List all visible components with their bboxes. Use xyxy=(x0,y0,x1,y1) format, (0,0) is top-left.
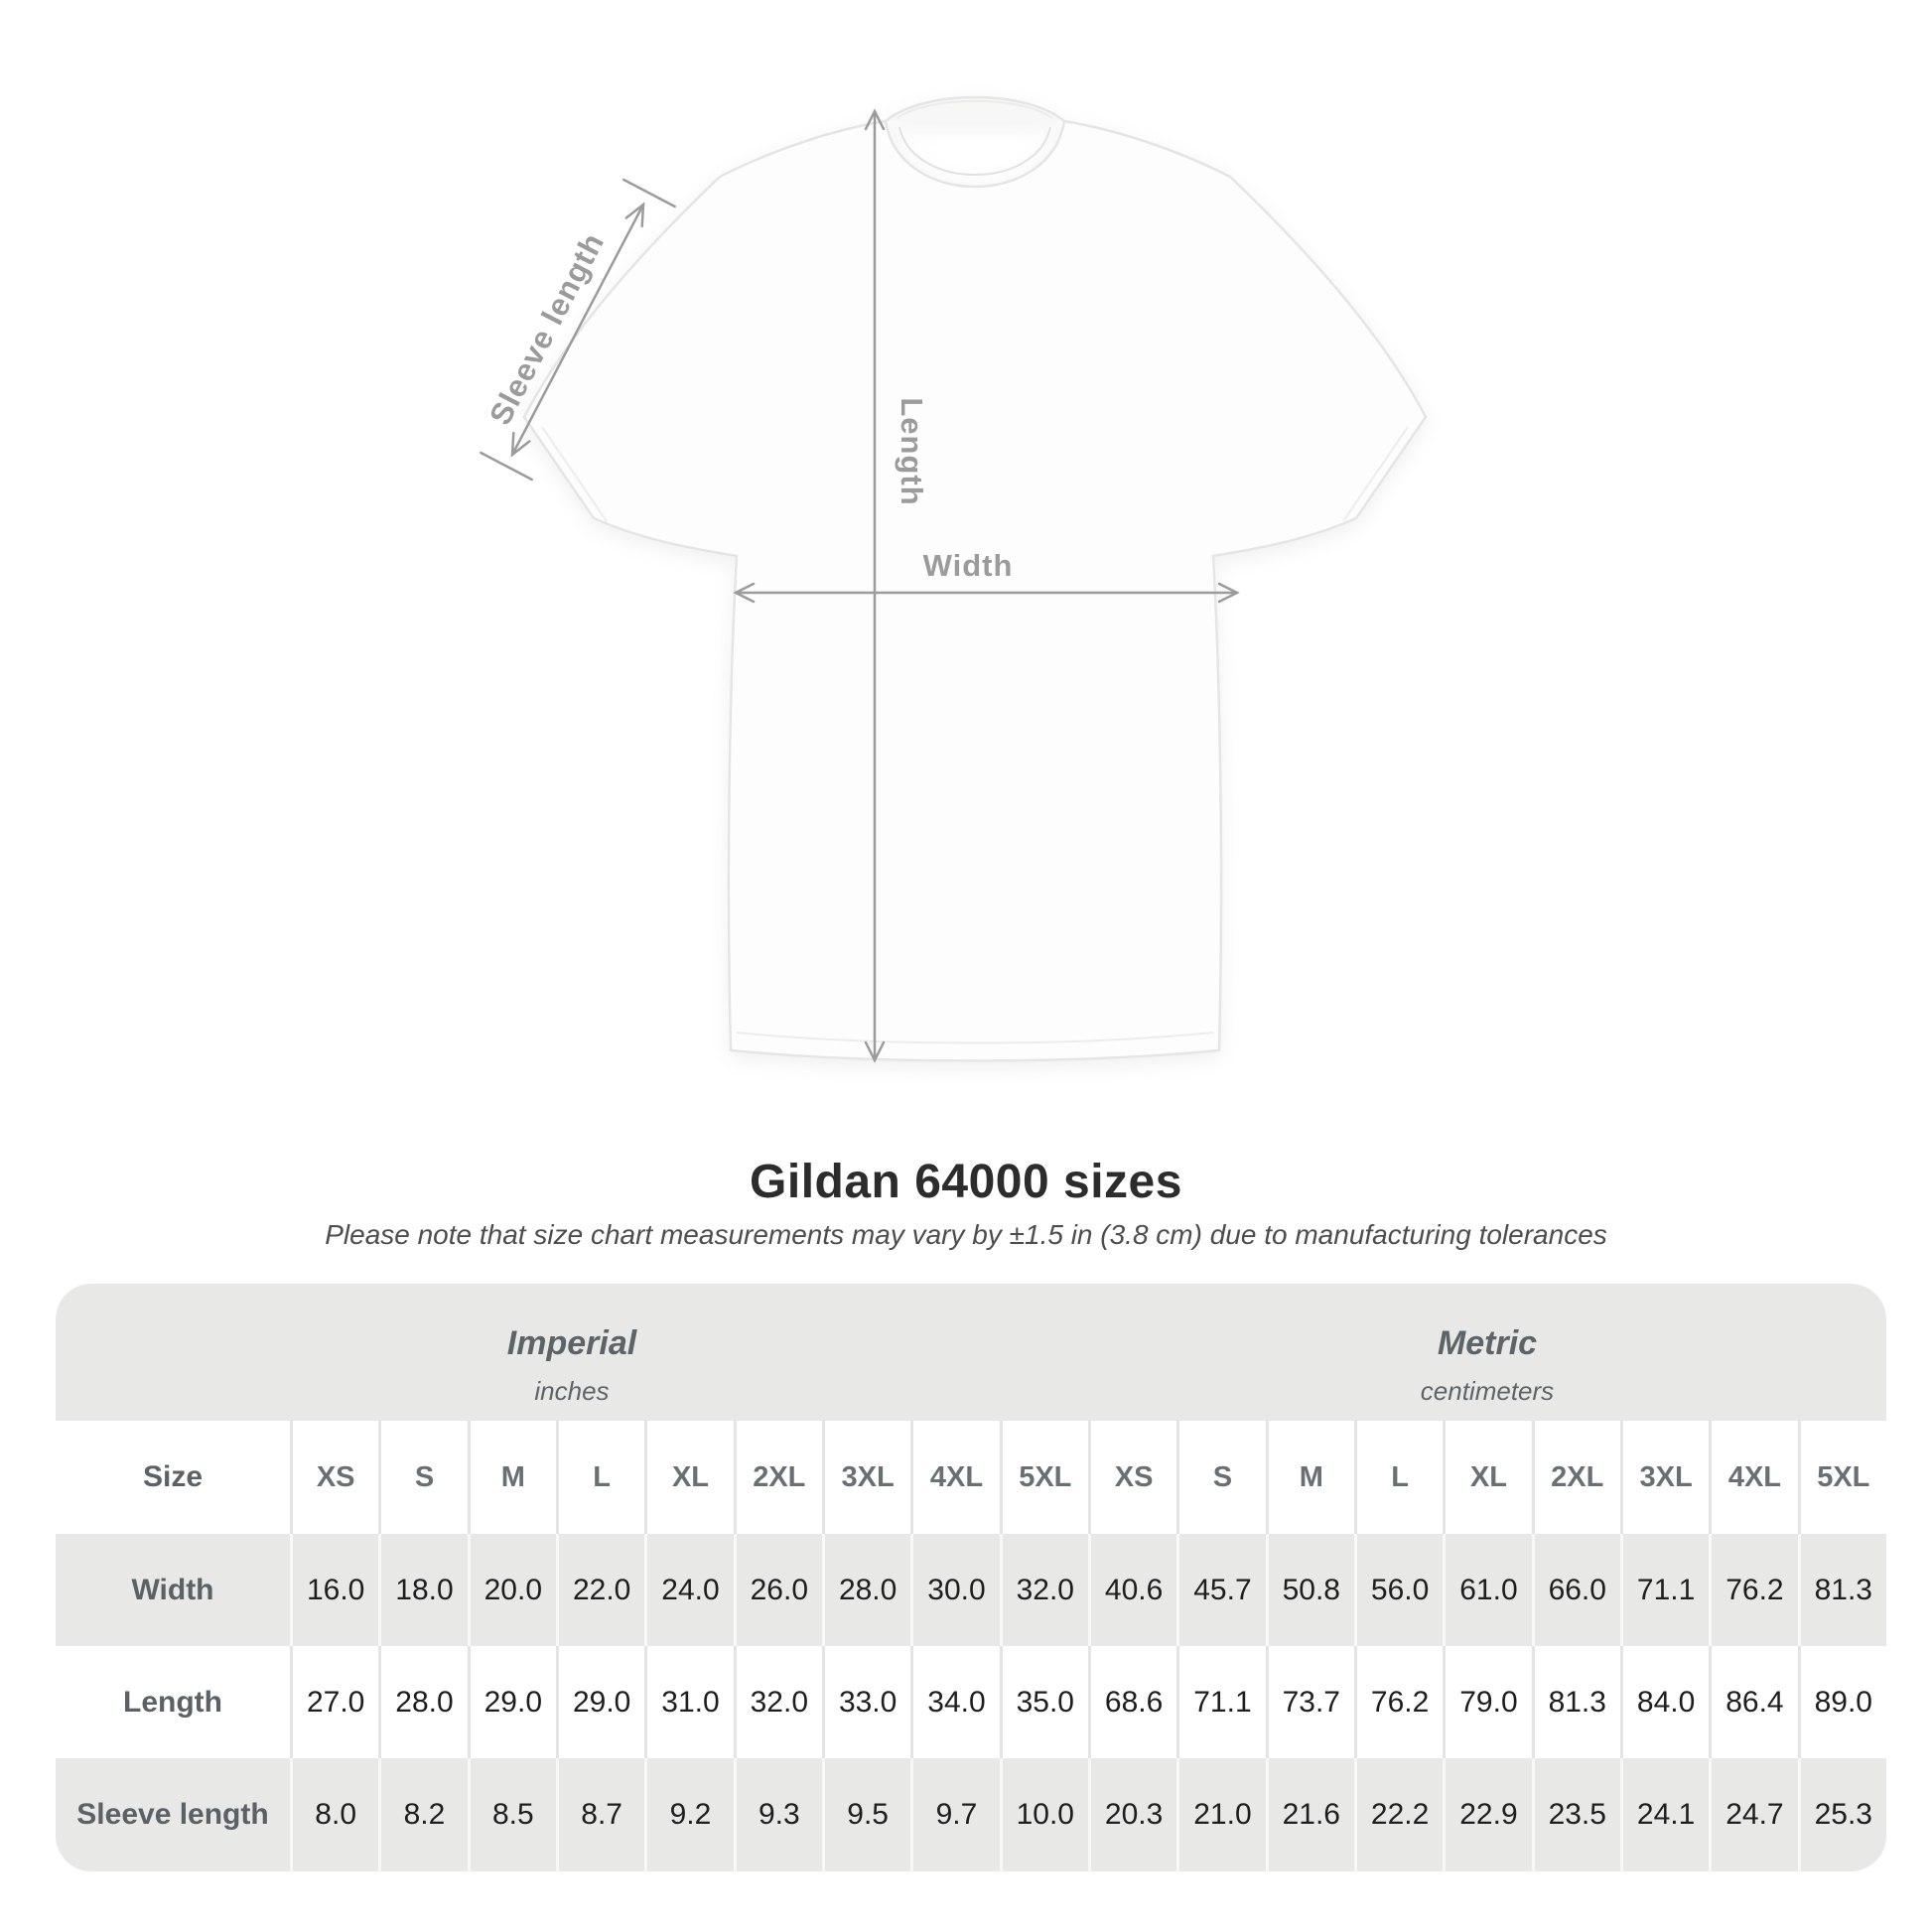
size-column-label: Size xyxy=(56,1421,290,1534)
sleeve-value-cell-17: 25.3 xyxy=(1797,1758,1886,1871)
sleeve-value-cell-4: 9.2 xyxy=(644,1758,734,1871)
size-header-cell-0: XS xyxy=(290,1421,379,1534)
width-label: Width xyxy=(923,548,1014,583)
sleeve-length-row: Sleeve length 8.0 8.2 8.5 8.7 9.2 9.3 9.5 9.7 10… xyxy=(56,1758,1886,1871)
width-arrow xyxy=(733,582,1240,604)
length-row: Length 27.0 28.0 29.0 29.0 31.0 32.0 33.0 34.0 3… xyxy=(56,1646,1886,1758)
metric-title: Metric xyxy=(1437,1324,1538,1362)
length-value-cell-13: 79.0 xyxy=(1443,1646,1532,1758)
size-header-cell-11: M xyxy=(1265,1421,1354,1534)
size-header-cell-5: 2XL xyxy=(733,1421,822,1534)
page-title: Gildan 64000 sizes xyxy=(750,1156,1182,1208)
measurement-annotations xyxy=(480,108,1240,1063)
width-value-cell-3: 22.0 xyxy=(555,1534,645,1646)
size-header-cell-15: 3XL xyxy=(1619,1421,1710,1534)
sleeve-value-cell-6: 9.5 xyxy=(821,1758,911,1871)
size-header-cell-10: S xyxy=(1176,1421,1266,1534)
size-header-cell-1: S xyxy=(378,1421,468,1534)
size-header-cell-17: 5XL xyxy=(1797,1421,1886,1534)
width-row: Width 16.0 18.0 20.0 22.0 24.0 26.0 28.0 30.0 32… xyxy=(56,1534,1886,1646)
imperial-title: Imperial xyxy=(506,1324,637,1362)
length-value-cell-2: 29.0 xyxy=(467,1646,556,1758)
width-value-cell-9: 40.6 xyxy=(1087,1534,1177,1646)
sleeve-length-arrow xyxy=(480,178,676,482)
length-value-cell-7: 34.0 xyxy=(910,1646,1000,1758)
sleeve-value-cell-1: 8.2 xyxy=(378,1758,468,1871)
sleeve-value-cell-13: 22.9 xyxy=(1443,1758,1532,1871)
length-value-cell-15: 84.0 xyxy=(1619,1646,1710,1758)
length-value-cell-9: 68.6 xyxy=(1087,1646,1177,1758)
sleeve-value-cell-5: 9.3 xyxy=(733,1758,822,1871)
sleeve-value-cell-3: 8.7 xyxy=(555,1758,645,1871)
sleeve-value-cell-16: 24.7 xyxy=(1709,1758,1798,1871)
length-value-cell-6: 33.0 xyxy=(821,1646,911,1758)
length-value-cell-16: 86.4 xyxy=(1709,1646,1798,1758)
length-value-cell-0: 27.0 xyxy=(290,1646,379,1758)
length-value-cell-4: 31.0 xyxy=(644,1646,734,1758)
sleeve-value-cell-11: 21.6 xyxy=(1265,1758,1354,1871)
imperial-unit: inches xyxy=(534,1376,610,1406)
width-value-cell-2: 20.0 xyxy=(467,1534,556,1646)
size-header-cell-14: 2XL xyxy=(1531,1421,1620,1534)
sleeve-value-cell-2: 8.5 xyxy=(467,1758,556,1871)
width-value-cell-1: 18.0 xyxy=(378,1534,468,1646)
width-value-cell-12: 56.0 xyxy=(1353,1534,1444,1646)
length-value-cell-12: 76.2 xyxy=(1353,1646,1444,1758)
width-value-cell-15: 71.1 xyxy=(1619,1534,1710,1646)
width-value-cell-0: 16.0 xyxy=(290,1534,379,1646)
size-header-cell-8: 5XL xyxy=(999,1421,1088,1534)
length-value-cell-11: 73.7 xyxy=(1265,1646,1354,1758)
width-value-cell-5: 26.0 xyxy=(733,1534,822,1646)
tshirt-graphic xyxy=(522,95,1428,1062)
width-value-cell-4: 24.0 xyxy=(644,1534,734,1646)
tshirt-measurement-diagram: Sleeve length Length Width xyxy=(480,95,1428,1063)
size-header-cell-13: XL xyxy=(1443,1421,1532,1534)
length-row-label: Length xyxy=(56,1646,290,1758)
size-header-cell-9: XS xyxy=(1087,1421,1177,1534)
length-arrow xyxy=(864,108,886,1063)
size-header-cell-4: XL xyxy=(644,1421,734,1534)
metric-header-cell: Metric centimeters xyxy=(1087,1284,1886,1421)
sleeve-value-cell-7: 9.7 xyxy=(910,1758,1000,1871)
sleeve-value-cell-15: 24.1 xyxy=(1619,1758,1710,1871)
width-row-label: Width xyxy=(56,1534,290,1646)
size-header-row: Size XS S M L XL 2XL 3XL 4XL 5XL XS S M L XL 2XL 3XL 4XL… xyxy=(56,1421,1886,1534)
sleeve-value-cell-12: 22.2 xyxy=(1353,1758,1444,1871)
sleeve-value-cell-14: 23.5 xyxy=(1531,1758,1620,1871)
width-value-cell-17: 81.3 xyxy=(1797,1534,1886,1646)
width-value-cell-7: 30.0 xyxy=(910,1534,1000,1646)
width-value-cell-16: 76.2 xyxy=(1709,1534,1798,1646)
size-header-cell-7: 4XL xyxy=(910,1421,1000,1534)
sleeve-row-label: Sleeve length xyxy=(56,1758,290,1871)
size-header-cell-2: M xyxy=(467,1421,556,1534)
sleeve-value-cell-0: 8.0 xyxy=(290,1758,379,1871)
width-value-cell-8: 32.0 xyxy=(999,1534,1088,1646)
length-label: Length xyxy=(895,397,929,505)
unit-header-row: Imperial inches Metric centimeters xyxy=(56,1284,1886,1421)
width-value-cell-6: 28.0 xyxy=(821,1534,911,1646)
metric-unit: centimeters xyxy=(1420,1376,1555,1406)
length-value-cell-10: 71.1 xyxy=(1176,1646,1266,1758)
size-header-cell-6: 3XL xyxy=(821,1421,911,1534)
width-value-cell-11: 50.8 xyxy=(1265,1534,1354,1646)
sleeve-value-cell-8: 10.0 xyxy=(999,1758,1088,1871)
length-value-cell-14: 81.3 xyxy=(1531,1646,1620,1758)
width-value-cell-13: 61.0 xyxy=(1443,1534,1532,1646)
size-header-cell-16: 4XL xyxy=(1709,1421,1798,1534)
size-header-cell-3: L xyxy=(555,1421,645,1534)
imperial-header-cell: Imperial inches xyxy=(56,1284,1088,1421)
sleeve-value-cell-9: 20.3 xyxy=(1087,1758,1177,1871)
page-subtitle: Please note that size chart measurements… xyxy=(325,1219,1607,1250)
length-value-cell-5: 32.0 xyxy=(733,1646,822,1758)
size-header-cell-12: L xyxy=(1353,1421,1444,1534)
width-value-cell-10: 45.7 xyxy=(1176,1534,1266,1646)
length-value-cell-3: 29.0 xyxy=(555,1646,645,1758)
length-value-cell-17: 89.0 xyxy=(1797,1646,1886,1758)
width-value-cell-14: 66.0 xyxy=(1531,1534,1620,1646)
length-value-cell-8: 35.0 xyxy=(999,1646,1088,1758)
length-value-cell-1: 28.0 xyxy=(378,1646,468,1758)
sleeve-value-cell-10: 21.0 xyxy=(1176,1758,1266,1871)
size-chart-table: Imperial inches Metric centimeters Size … xyxy=(56,1284,1886,1871)
